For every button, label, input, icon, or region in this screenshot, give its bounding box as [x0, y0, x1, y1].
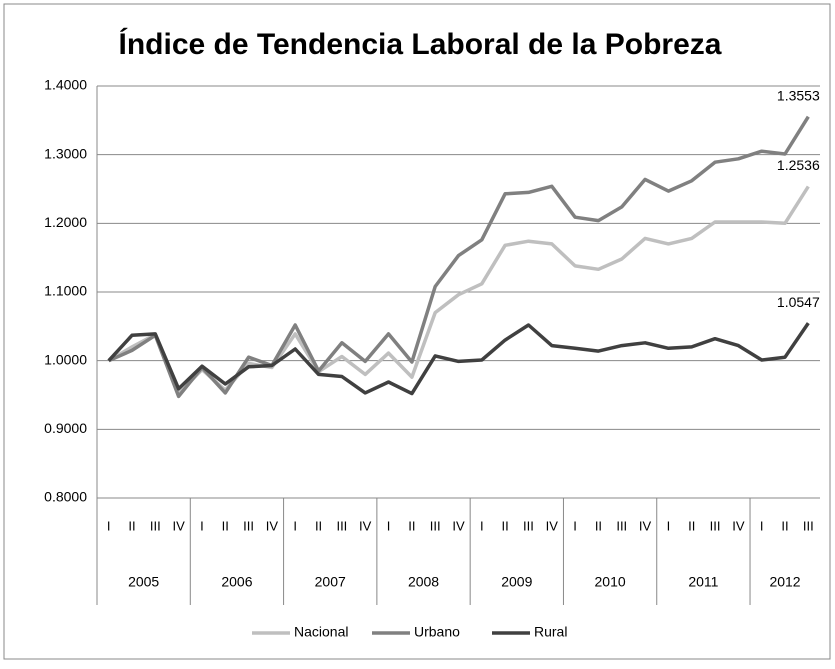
- x-tick-label: III: [523, 518, 534, 533]
- x-tick-label: III: [710, 518, 721, 533]
- x-tick-label: I: [760, 518, 764, 533]
- x-tick-label: IV: [639, 518, 652, 533]
- x-tick-label: IV: [359, 518, 372, 533]
- x-tick-label: I: [667, 518, 671, 533]
- data-label: 1.0547: [777, 294, 820, 310]
- x-tick-label: I: [107, 518, 111, 533]
- legend-label: Nacional: [294, 624, 348, 640]
- y-tick-label: 0.8000: [44, 489, 87, 505]
- x-tick-label: III: [243, 518, 254, 533]
- x-tick-label: I: [200, 518, 204, 533]
- y-tick-label: 1.3000: [44, 145, 87, 161]
- x-tick-label: I: [480, 518, 484, 533]
- x-tick-label: IV: [172, 518, 185, 533]
- x-group-label: 2010: [595, 574, 626, 590]
- x-tick-label: III: [616, 518, 627, 533]
- x-tick-label: III: [150, 518, 161, 533]
- x-tick-label: III: [803, 518, 814, 533]
- series-line: [107, 115, 810, 399]
- x-tick-label: I: [387, 518, 391, 533]
- x-group-label: 2008: [408, 574, 439, 590]
- chart-title: Índice de Tendencia Laboral de la Pobrez…: [119, 27, 722, 61]
- legend-label: Rural: [534, 624, 567, 640]
- x-tick-label: IV: [732, 518, 745, 533]
- x-group-label: 2012: [769, 574, 800, 590]
- x-tick-label: IV: [546, 518, 559, 533]
- x-group-label: 2009: [501, 574, 532, 590]
- y-tick-label: 1.0000: [44, 351, 87, 367]
- x-tick-label: II: [408, 518, 415, 533]
- x-tick-label: I: [293, 518, 297, 533]
- x-tick-label: II: [128, 518, 135, 533]
- x-group-label: 2005: [128, 574, 159, 590]
- x-group-label: 2011: [688, 574, 718, 590]
- x-tick-label: III: [430, 518, 441, 533]
- x-group-label: 2006: [221, 574, 252, 590]
- x-tick-label: II: [502, 518, 509, 533]
- x-tick-label: II: [222, 518, 229, 533]
- series-line: [107, 322, 810, 396]
- x-tick-label: IV: [452, 518, 465, 533]
- data-label: 1.2536: [777, 157, 820, 173]
- y-tick-label: 1.4000: [44, 77, 87, 93]
- y-tick-label: 0.9000: [44, 420, 87, 436]
- y-tick-label: 1.1000: [44, 283, 87, 299]
- x-tick-label: I: [573, 518, 577, 533]
- x-tick-label: II: [781, 518, 788, 533]
- x-tick-label: II: [315, 518, 322, 533]
- y-tick-label: 1.2000: [44, 214, 87, 230]
- x-tick-label: II: [595, 518, 602, 533]
- x-tick-label: III: [336, 518, 347, 533]
- data-label: 1.3553: [777, 87, 820, 103]
- legend-label: Urbano: [414, 624, 460, 640]
- x-tick-label: II: [688, 518, 695, 533]
- x-group-label: 2007: [315, 574, 346, 590]
- chart-border: [3, 3, 831, 660]
- x-tick-label: IV: [266, 518, 279, 533]
